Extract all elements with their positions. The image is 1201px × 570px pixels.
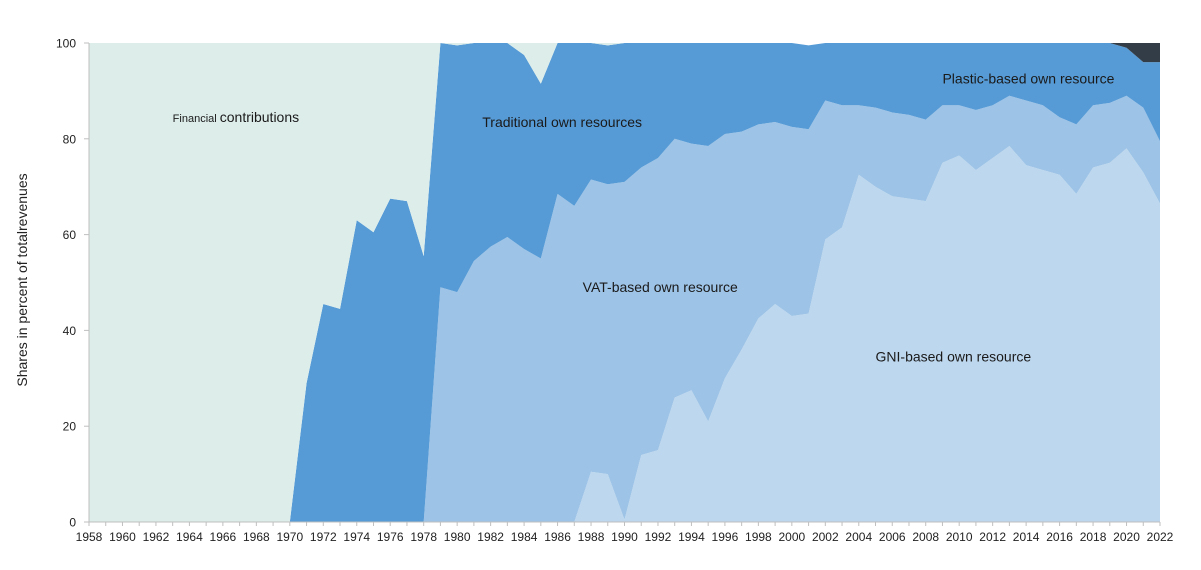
x-tick-label: 1992 bbox=[645, 530, 672, 544]
x-tick-label: 1958 bbox=[76, 530, 103, 544]
x-tick-label: 1970 bbox=[276, 530, 303, 544]
y-axis-label: Shares in percent of totalrevenues bbox=[14, 173, 30, 386]
axes-group: 0 20 40 60 80 100 1958 1960 1962 1964 1966 1968 1970… bbox=[56, 37, 1174, 545]
x-tick-label: 1968 bbox=[243, 530, 270, 544]
area-vat bbox=[89, 95, 1160, 522]
x-tick-label: 1972 bbox=[310, 530, 337, 544]
y-tick-label: 100 bbox=[56, 37, 76, 51]
x-tick-label: 1960 bbox=[109, 530, 136, 544]
x-tick-label: 1966 bbox=[210, 530, 237, 544]
y-tick-label: 0 bbox=[69, 516, 76, 530]
area-trad bbox=[89, 43, 1160, 522]
x-tick-label: 1990 bbox=[611, 530, 638, 544]
x-tick-label: 2016 bbox=[1046, 530, 1073, 544]
x-tick-label: 1974 bbox=[343, 530, 370, 544]
y-tick-label: 80 bbox=[63, 132, 77, 146]
x-tick-label: 2010 bbox=[946, 530, 973, 544]
x-tick-label: 1988 bbox=[578, 530, 605, 544]
x-tick-label: 1994 bbox=[678, 530, 705, 544]
x-tick-label: 1986 bbox=[544, 530, 571, 544]
x-tick-label: 1998 bbox=[745, 530, 772, 544]
x-tick-label: 1978 bbox=[410, 530, 437, 544]
y-tick-label: 60 bbox=[63, 228, 77, 242]
y-tick-label: 20 bbox=[63, 420, 77, 434]
x-tick-label: 2014 bbox=[1013, 530, 1040, 544]
annotation-group: Financial contributions Traditional own r… bbox=[173, 71, 1115, 365]
area-fin bbox=[89, 43, 1160, 522]
x-tick-label: 2022 bbox=[1147, 530, 1174, 544]
series-label-gni: GNI-based own resource bbox=[876, 349, 1032, 365]
x-tick-label: 1984 bbox=[511, 530, 538, 544]
x-tick-label: 2002 bbox=[812, 530, 839, 544]
x-tick-label: 2004 bbox=[845, 530, 872, 544]
area-gni bbox=[89, 145, 1160, 523]
x-tick-label: 2018 bbox=[1080, 530, 1107, 544]
x-tick-label: 1980 bbox=[444, 530, 471, 544]
series-label-vat: VAT-based own resource bbox=[583, 279, 738, 295]
x-tick-label: 2006 bbox=[879, 530, 906, 544]
x-tick-label: 2000 bbox=[778, 530, 805, 544]
x-tick-label: 1964 bbox=[176, 530, 203, 544]
series-label-trad: Traditional own resources bbox=[482, 114, 642, 130]
x-tick-label: 2012 bbox=[979, 530, 1006, 544]
y-tick-label: 40 bbox=[63, 324, 77, 338]
x-tick-label: 1982 bbox=[477, 530, 504, 544]
x-tick-label: 2008 bbox=[912, 530, 939, 544]
series-label-fin: Financial contributions bbox=[173, 109, 299, 125]
x-tick-label: 2020 bbox=[1113, 530, 1140, 544]
area-series-group bbox=[89, 43, 1160, 523]
series-label-plastic: Plastic-based own resource bbox=[942, 71, 1114, 87]
x-tick-label: 1976 bbox=[377, 530, 404, 544]
x-tick-label: 1962 bbox=[143, 530, 170, 544]
x-tick-label: 1996 bbox=[712, 530, 739, 544]
